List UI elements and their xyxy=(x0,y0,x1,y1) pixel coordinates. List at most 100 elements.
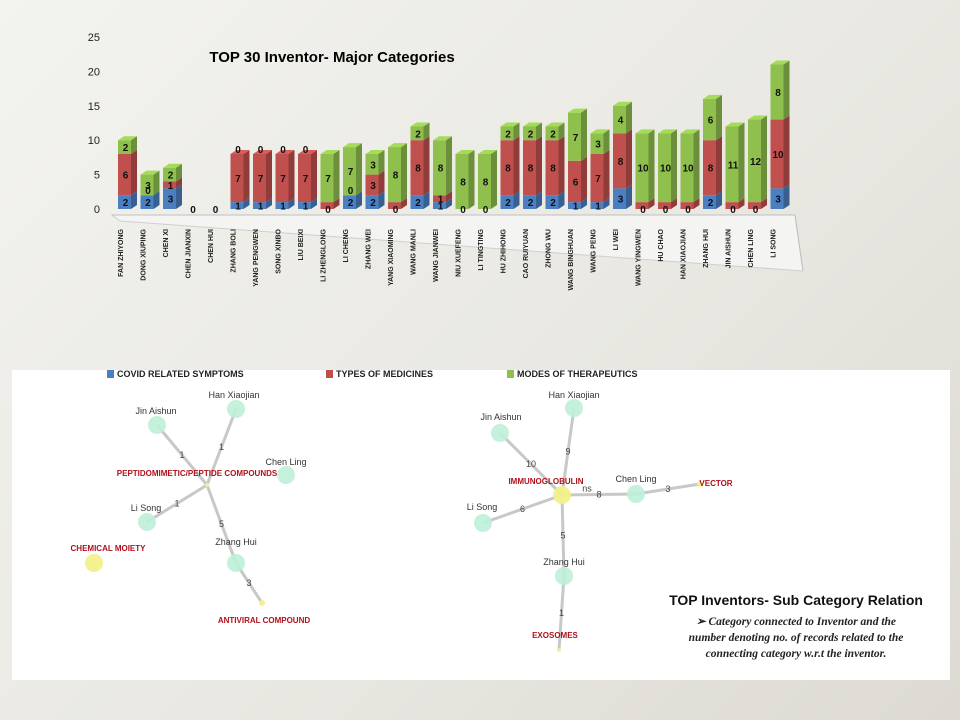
category-label: DONG XIUPING xyxy=(141,228,148,280)
category-label: WANG BINGHUAN xyxy=(568,229,575,290)
category-label: CAO RUIYUAN xyxy=(523,229,530,278)
data-label: 2 xyxy=(415,198,421,209)
category-label: LIU BEIXI xyxy=(298,229,305,261)
category-label: ZHANG WEI xyxy=(366,229,373,269)
category-node xyxy=(85,554,103,572)
data-label: 0 xyxy=(235,145,241,156)
data-label: 7 xyxy=(595,174,601,185)
legend-label: TYPES OF MEDICINES xyxy=(336,369,433,379)
data-label: 8 xyxy=(550,164,556,175)
data-label: 8 xyxy=(775,88,781,99)
category-label: ANTIVIRAL COMPOUND xyxy=(218,616,311,625)
chart-title: TOP 30 Inventor- Major Categories xyxy=(209,49,454,66)
inventor-node xyxy=(138,513,156,531)
category-label: WANG PENG xyxy=(591,228,598,272)
edge-weight-label: 1 xyxy=(219,442,224,452)
category-label: HU ZHIHONG xyxy=(501,228,508,273)
data-label: 0 xyxy=(393,205,399,216)
data-label: 8 xyxy=(708,164,714,175)
bar-side xyxy=(784,61,790,120)
bar-side xyxy=(131,150,137,195)
data-label: 2 xyxy=(415,129,421,140)
data-label: 2 xyxy=(370,198,376,209)
data-label: 3 xyxy=(618,195,624,206)
data-label: 4 xyxy=(618,116,624,127)
data-label: 1 xyxy=(168,181,174,192)
inventor-node xyxy=(555,567,573,585)
data-label: 7 xyxy=(235,174,241,185)
inventor-node xyxy=(565,399,583,417)
data-label: 0 xyxy=(685,205,691,216)
inventor-label: Li Song xyxy=(467,502,498,512)
data-label: 8 xyxy=(483,177,489,188)
data-label: 1 xyxy=(595,202,601,213)
data-label: 11 xyxy=(728,160,739,171)
data-label: 8 xyxy=(528,164,534,175)
category-label: IMMUNOGLOBULIN xyxy=(508,477,583,486)
data-label: 8 xyxy=(393,171,399,182)
y-tick-label: 5 xyxy=(94,170,100,182)
inventor-label: Han Xiaojian xyxy=(208,390,259,400)
data-label: 2 xyxy=(145,198,151,209)
y-tick-label: 20 xyxy=(88,66,100,78)
bar-side xyxy=(604,129,610,154)
category-node xyxy=(553,486,571,504)
inventor-label: Li Song xyxy=(131,503,162,513)
category-label: LI ZHENGLONG xyxy=(321,228,328,281)
data-label: 2 xyxy=(123,198,129,209)
data-label: 0 xyxy=(663,205,669,216)
bar-side xyxy=(716,95,722,140)
category-node xyxy=(259,600,265,606)
category-label: HU CHAO xyxy=(658,228,665,261)
data-label: 10 xyxy=(682,164,694,175)
bar-side xyxy=(289,150,295,202)
data-label: 2 xyxy=(550,129,556,140)
category-label: YANG PENGWEN xyxy=(253,229,260,287)
legend-swatch xyxy=(107,370,114,378)
network-left: 11153Han XiaojianJin AishunChen LingLi S… xyxy=(71,390,311,625)
bar-side xyxy=(176,184,182,209)
category-label: LI SONG xyxy=(771,228,778,257)
data-label: 7 xyxy=(325,174,331,185)
legend-swatch xyxy=(507,370,514,378)
legend-swatch xyxy=(326,370,333,378)
data-label: 2 xyxy=(123,143,129,154)
category-node xyxy=(205,483,209,487)
inventor-label: Jin Aishun xyxy=(135,406,176,416)
bar-side xyxy=(559,136,565,195)
inventor-node xyxy=(474,514,492,532)
edge-weight-label: 1 xyxy=(174,499,179,509)
category-label: WANG MANLI xyxy=(411,229,418,275)
bar-side xyxy=(379,150,385,175)
bar-side xyxy=(244,150,250,202)
data-label: 0 xyxy=(753,205,759,216)
bar-side xyxy=(356,143,362,195)
data-label: 0 xyxy=(280,145,286,156)
data-label: 2 xyxy=(348,198,354,209)
category-label: EXOSOMES xyxy=(532,631,578,640)
data-label: 3 xyxy=(595,140,601,151)
bar-side xyxy=(671,129,677,202)
data-label: 1 xyxy=(258,202,264,213)
data-label: 6 xyxy=(708,116,714,127)
bar-side xyxy=(469,150,475,209)
category-label: HAN XIAOJIAN xyxy=(681,229,688,279)
data-label: 2 xyxy=(505,198,511,209)
category-label: ZHONG WU xyxy=(546,229,553,268)
bar-side xyxy=(581,109,587,161)
data-label: 2 xyxy=(528,129,534,140)
data-label: 6 xyxy=(573,177,579,188)
data-label: 1 xyxy=(280,202,286,213)
category-label: NIU XUEFENG xyxy=(456,228,463,276)
bar-side xyxy=(514,136,520,195)
data-label: 1 xyxy=(303,202,309,213)
edge-weight-label: 1 xyxy=(559,608,564,618)
legend-label: MODES OF THERAPEUTICS xyxy=(517,369,638,379)
network-right: 1098ns6531Han XiaojianJin AishunChen Lin… xyxy=(467,390,733,652)
data-label: 6 xyxy=(123,171,129,182)
data-label: 0 xyxy=(190,205,196,216)
data-label: 8 xyxy=(460,177,466,188)
bar-side xyxy=(379,171,385,196)
bar-side xyxy=(784,116,790,189)
